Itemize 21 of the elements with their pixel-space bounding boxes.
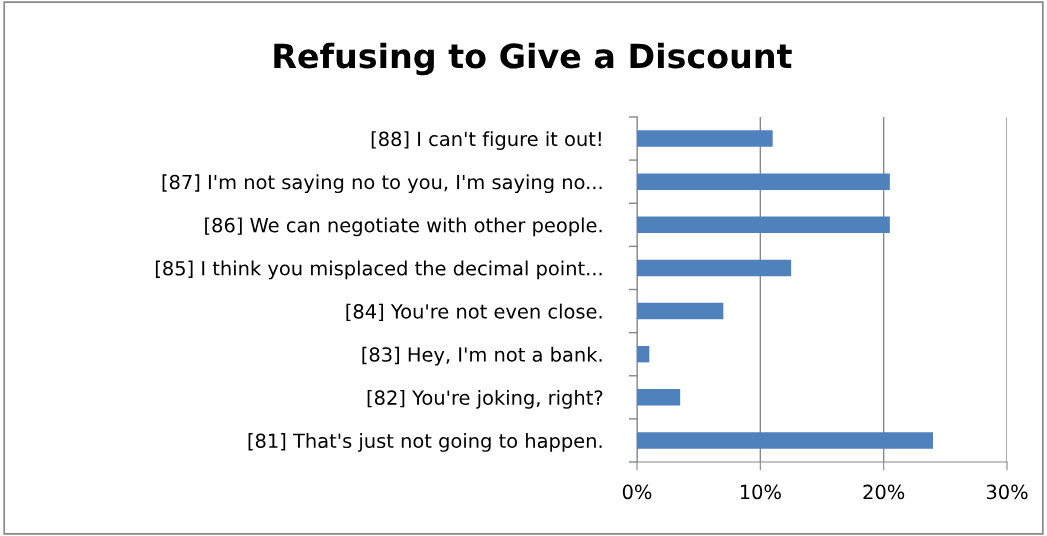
y-tick-label: [83] Hey, I'm not a bank. bbox=[362, 346, 602, 366]
x-tick-label: 10% bbox=[740, 484, 781, 500]
x-tick-label: 20% bbox=[863, 484, 905, 500]
bar bbox=[637, 259, 792, 277]
y-tick-label: [87] I'm not saying no to you, I'm saying no... bbox=[162, 174, 602, 194]
x-tick-label: 0% bbox=[622, 484, 652, 500]
bar bbox=[637, 389, 681, 406]
y-tick-label: [84] You're not even close. bbox=[346, 303, 602, 322]
y-tick-label: [85] I think you misplaced the decimal point... bbox=[155, 260, 602, 280]
bar bbox=[637, 216, 890, 234]
bar bbox=[637, 345, 650, 363]
bar bbox=[637, 130, 773, 147]
bar bbox=[637, 432, 933, 449]
y-tick-label: [86] We can negotiate with other people. bbox=[205, 217, 602, 237]
chart-title: Refusing to Give a Discount bbox=[274, 42, 792, 76]
y-tick-label: [88] I can't figure it out! bbox=[371, 131, 601, 150]
y-tick-label: [82] You're joking, right? bbox=[367, 389, 603, 409]
y-tick-label: [81] That's just not going to happen. bbox=[248, 433, 602, 452]
bar bbox=[637, 173, 890, 190]
bar bbox=[637, 302, 724, 320]
x-tick-label: 30% bbox=[986, 484, 1028, 500]
